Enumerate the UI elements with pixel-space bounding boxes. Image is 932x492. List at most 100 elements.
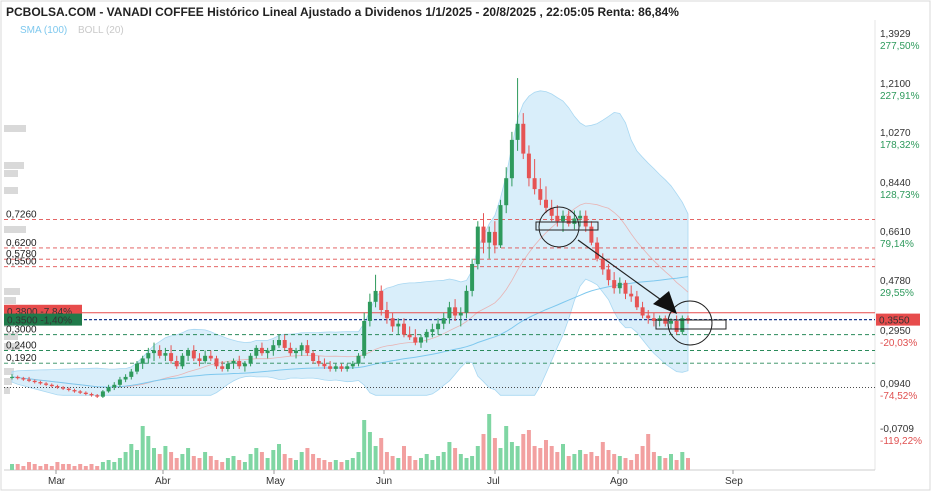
volume-bar — [356, 452, 361, 470]
candle-body — [135, 363, 139, 372]
candle-body — [424, 331, 429, 338]
volume-bar — [191, 456, 196, 470]
candle-body — [373, 290, 378, 302]
price-tick-label: 0,8440 — [880, 178, 911, 189]
volume-bar — [634, 454, 639, 470]
candle-body — [191, 350, 196, 359]
profile-bar — [4, 170, 18, 177]
candle-body — [413, 337, 418, 343]
candle-body — [203, 355, 208, 362]
volume-bar — [419, 458, 423, 470]
profile-bar — [4, 343, 20, 350]
volume-bar — [686, 458, 690, 470]
candle-body — [180, 355, 185, 367]
level-label: 0,1920 — [6, 353, 37, 364]
volume-bar — [663, 458, 668, 470]
volume-bar — [396, 458, 401, 470]
candle-body — [220, 366, 225, 369]
candle-body — [15, 376, 20, 379]
candle-body — [100, 391, 105, 397]
volume-bar — [174, 458, 179, 470]
candle-body — [515, 123, 520, 140]
candle-body — [441, 318, 446, 324]
volume-bar — [203, 452, 208, 470]
candle-body — [328, 366, 333, 369]
level-label: 0,3000 — [6, 325, 37, 336]
candle-body — [453, 307, 458, 316]
candle-body — [186, 350, 191, 356]
volume-bars — [10, 414, 690, 470]
volume-bar — [475, 446, 480, 470]
candle-body — [174, 361, 179, 367]
volume-bar — [629, 460, 634, 470]
month-label: May — [266, 476, 285, 487]
volume-bar — [231, 456, 236, 470]
candle-body — [367, 301, 372, 321]
volume-bar — [100, 462, 105, 470]
volume-bar — [311, 454, 316, 470]
month-label: Jul — [487, 476, 500, 487]
volume-bar — [78, 464, 83, 470]
pct-tick-label: 79,14% — [880, 239, 914, 250]
volume-bar — [305, 448, 310, 470]
volume-bar — [458, 454, 463, 470]
price-tick-label: 1,0270 — [880, 128, 911, 139]
candle-body — [544, 199, 548, 208]
volume-bar — [66, 464, 71, 470]
candle-body — [475, 226, 480, 265]
volume-bar — [254, 448, 259, 470]
candle-body — [606, 269, 611, 281]
volume-bar — [583, 454, 588, 470]
volume-bar — [515, 446, 520, 470]
price-badge-text: 0,3800 -7,84% — [7, 307, 72, 318]
level-label: 0,7260 — [6, 210, 37, 221]
candle-body — [464, 290, 469, 313]
candle-body — [651, 318, 656, 321]
volume-bar — [589, 452, 594, 470]
month-label: Abr — [155, 476, 171, 487]
volume-bar — [669, 454, 673, 470]
volume-bar — [544, 440, 548, 470]
volume-bar — [441, 452, 446, 470]
volume-bar — [248, 454, 253, 470]
candle-body — [44, 383, 49, 385]
pct-tick-label: -119,22% — [880, 436, 922, 447]
volume-bar — [606, 450, 611, 470]
candle-body — [106, 387, 111, 392]
candle-body — [521, 123, 526, 154]
candle-body — [333, 366, 338, 369]
price-tick-label: 0,2950 — [880, 326, 911, 337]
candle-body — [572, 218, 577, 224]
chart-title: PCBOLSA.COM - VANADI COFFEE Histórico Li… — [6, 5, 679, 19]
profile-bar — [4, 187, 18, 194]
volume-bar — [509, 442, 514, 470]
candle-body — [49, 384, 54, 387]
candle-body — [288, 347, 293, 354]
level-label: 0,6200 — [6, 238, 37, 249]
candle-body — [38, 382, 43, 384]
annotations — [535, 206, 727, 346]
volume-bar — [453, 448, 458, 470]
candle-body — [225, 363, 230, 369]
volume-bar — [163, 446, 168, 470]
volume-bar — [595, 456, 600, 470]
candle-body — [595, 242, 600, 259]
volume-bar — [169, 452, 174, 470]
candle-body — [578, 215, 583, 219]
volume-bar — [72, 466, 77, 470]
volume-bar — [44, 464, 49, 470]
volume-bar — [623, 458, 628, 470]
volume-bar — [89, 464, 94, 470]
candle-body — [669, 321, 673, 324]
volume-bar — [572, 454, 577, 470]
candle-body — [117, 379, 122, 385]
volume-bar — [521, 434, 526, 470]
volume-bar — [612, 454, 617, 470]
volume-bar — [424, 454, 429, 470]
candle-body — [629, 293, 634, 297]
candle-body — [152, 350, 156, 354]
volume-bar — [32, 464, 37, 470]
volume-bar — [242, 462, 247, 470]
